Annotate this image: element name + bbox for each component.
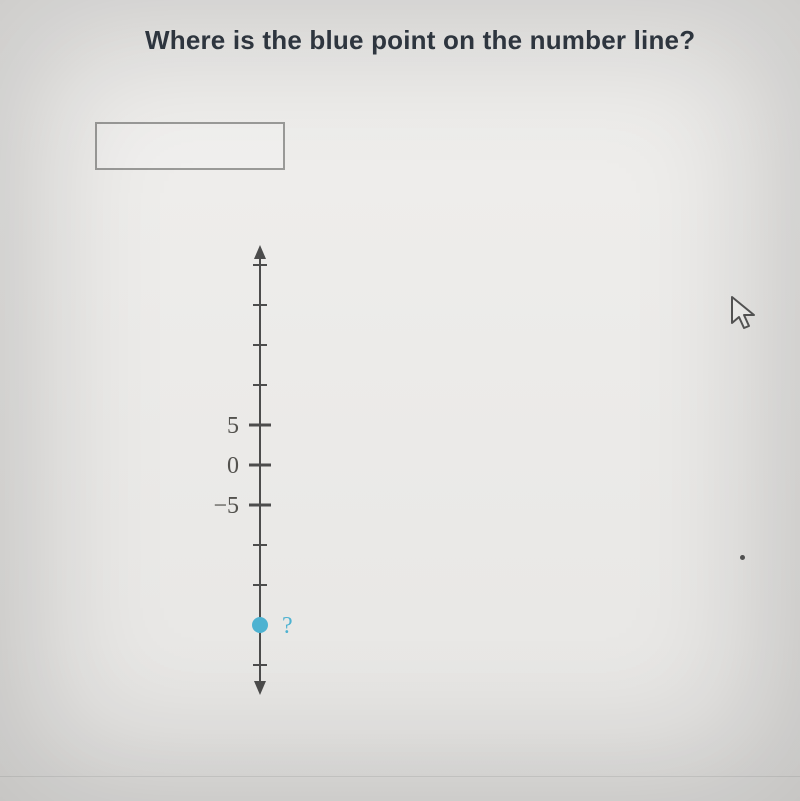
point-question-mark: ? — [282, 613, 293, 639]
stray-dot — [740, 555, 745, 560]
divider — [0, 776, 800, 777]
question-title: Where is the blue point on the number li… — [145, 25, 695, 56]
tick-label: 0 — [227, 453, 239, 479]
tick-label: −5 — [213, 493, 239, 519]
tick-label: 5 — [227, 413, 239, 439]
number-line: 5 0 −5? — [140, 230, 360, 720]
cursor-icon — [730, 295, 760, 336]
blue-point — [252, 617, 268, 633]
exercise-page: Where is the blue point on the number li… — [0, 0, 800, 801]
photo-vignette — [0, 0, 800, 801]
answer-input[interactable] — [95, 122, 285, 170]
